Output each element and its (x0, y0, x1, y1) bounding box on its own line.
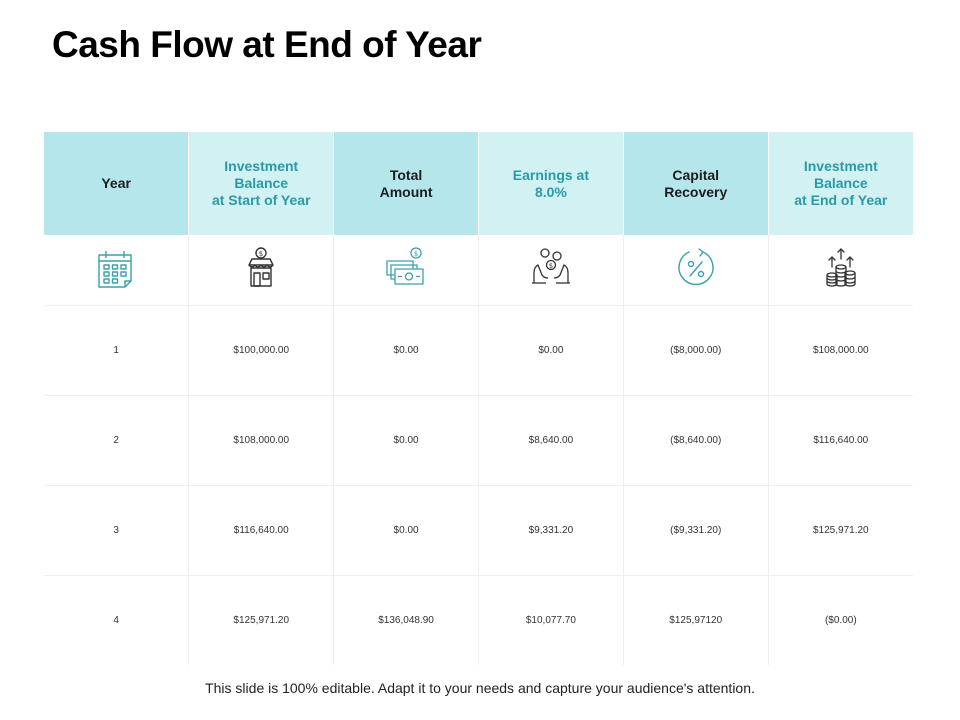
table-cell: $125,971.20 (188, 575, 335, 665)
header-line: Balance (813, 175, 868, 191)
table-cell: ($0.00) (824, 614, 857, 626)
coin-stacks-growth-icon (818, 245, 864, 291)
table-row: 3 $116,640.00 $0.00 $9,331.20 ($9,331.20… (44, 485, 913, 576)
icon-cell: $ (333, 235, 479, 306)
icon-cell: $ (478, 235, 624, 306)
icon-cell (623, 235, 769, 306)
icon-row: $ $ (44, 235, 913, 306)
table-cell: ($9,331.20) (623, 485, 769, 576)
shop-dollar-icon: $ (238, 245, 284, 291)
header-start-balance: Investment Balance at Start of Year (188, 132, 335, 235)
header-line: 8.0% (534, 183, 567, 200)
header-line: Investment (224, 158, 299, 174)
svg-text:$: $ (259, 250, 263, 258)
table-cell: $108,000.00 (768, 305, 913, 396)
table-cell: $108,000.00 (188, 395, 335, 486)
icon-cell (44, 235, 190, 306)
table-cell: $136,048.90 (333, 575, 479, 665)
header-line: at Start of Year (211, 192, 311, 208)
header-line: at End of Year (794, 192, 888, 208)
header-end-balance: Investment Balance at End of Year (768, 132, 913, 235)
table-cell: $116,640.00 (188, 485, 335, 576)
header-line: Total (389, 166, 423, 183)
table-cell: 4 (44, 575, 190, 665)
svg-text:$: $ (549, 262, 553, 270)
table-cell: ($8,000.00) (623, 305, 769, 396)
header-capital-recovery: Capital Recovery (623, 132, 769, 235)
header-line: Capital (672, 166, 720, 183)
hands-coins-icon: $ (528, 245, 574, 291)
table-cell: $0.00 (333, 305, 479, 396)
table-row: 4 $125,971.20 $136,048.90 $10,077.70 $12… (44, 575, 913, 665)
table-cell: $8,640.00 (478, 395, 624, 486)
table-cell: $125,97120 (623, 575, 769, 665)
header-total-amount: Total Amount (333, 132, 479, 235)
header-earnings: Earnings at 8.0% (478, 132, 624, 235)
table-cell: $116,640.00 (768, 395, 913, 486)
header-line: Investment (803, 158, 878, 174)
calendar-icon (93, 245, 139, 291)
table-cell: $9,331.20 (478, 485, 624, 576)
header-year: Year (44, 132, 190, 235)
money-bills-icon: $ (383, 245, 429, 291)
table-cell: 1 (44, 305, 190, 396)
table-cell: ($8,640.00) (623, 395, 769, 486)
svg-text:$: $ (414, 250, 418, 258)
icon-cell (768, 235, 913, 306)
header-line: Recovery (664, 183, 728, 200)
table-cell: $0.00 (478, 305, 624, 396)
table-cell: $0.00 (333, 395, 479, 486)
header-line: Amount (379, 183, 433, 200)
table-cell: $125,971.20 (768, 485, 913, 576)
table-cell: $10,077.70 (478, 575, 624, 665)
table-cell: $0.00 (333, 485, 479, 576)
table-row: 2 $108,000.00 $0.00 $8,640.00 ($8,640.00… (44, 395, 913, 486)
icon-cell: $ (188, 235, 335, 306)
header-line: Year (101, 175, 131, 191)
header-line: Earnings at (512, 166, 590, 183)
page-title: Cash Flow at End of Year (52, 24, 482, 65)
header-line: Balance (234, 175, 289, 191)
percent-cycle-icon (673, 245, 719, 291)
table-cell: 3 (44, 485, 190, 576)
table-cell: 2 (44, 395, 190, 486)
header-row: Year Investment Balance at Start of Year… (44, 132, 913, 235)
table-row: 1 $100,000.00 $0.00 $0.00 ($8,000.00) $1… (44, 305, 913, 396)
footer-note: This slide is 100% editable. Adapt it to… (205, 680, 755, 696)
table-cell: $100,000.00 (188, 305, 335, 396)
cash-flow-table: Year Investment Balance at Start of Year… (44, 132, 913, 665)
